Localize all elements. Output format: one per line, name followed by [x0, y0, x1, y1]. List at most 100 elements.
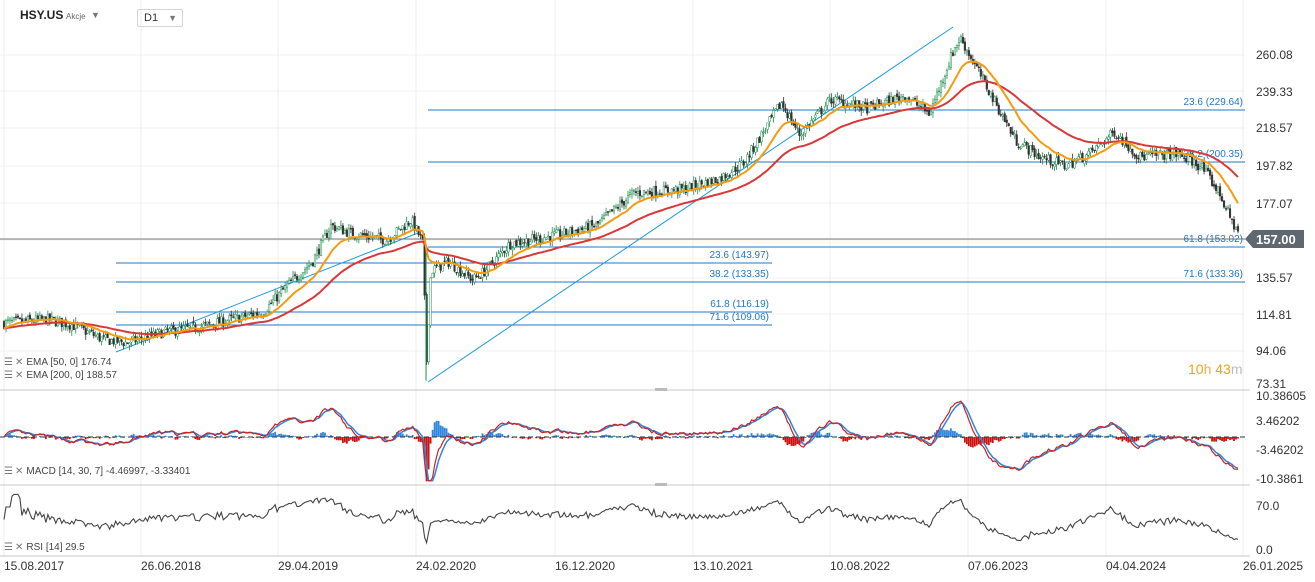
rsi-tick-label: 70.0 — [1256, 499, 1280, 513]
macd-bar — [214, 437, 217, 439]
candle-body — [1109, 129, 1112, 138]
candle-body — [1093, 149, 1096, 152]
candle-body — [959, 36, 962, 42]
settings-icon[interactable]: ☰ — [4, 357, 13, 368]
candle-body — [517, 240, 520, 247]
macd-bar — [1191, 437, 1194, 440]
settings-icon[interactable]: ☰ — [4, 370, 13, 381]
candle-body — [34, 315, 37, 323]
candle-body — [98, 333, 101, 342]
macd-bar — [425, 437, 428, 482]
symbol-dropdown-icon[interactable]: ▼ — [91, 10, 100, 20]
macd-bar — [477, 435, 480, 437]
macd-bar — [932, 434, 934, 437]
macd-bar — [116, 436, 119, 437]
candle-body — [1017, 146, 1020, 149]
close-icon[interactable]: ✕ — [14, 370, 24, 381]
macd-bar — [806, 435, 809, 437]
macd-bar — [954, 431, 956, 437]
candle-body — [933, 99, 937, 103]
candle-body — [188, 325, 191, 328]
candle-body — [547, 235, 550, 237]
macd-bar — [1185, 437, 1188, 440]
candle-body — [519, 239, 522, 245]
macd-bar — [413, 437, 416, 440]
candle-body — [545, 237, 548, 240]
timeframe-select[interactable]: D1 ▼ — [137, 9, 183, 27]
macd-bar — [132, 433, 135, 437]
candle-body — [1232, 219, 1236, 230]
candle-body — [798, 128, 801, 136]
candle-body — [463, 272, 466, 277]
macd-bar — [830, 435, 833, 437]
close-icon[interactable]: ✕ — [14, 357, 24, 368]
close-icon[interactable]: ✕ — [14, 542, 24, 553]
x-tick-label: 26.01.2025 — [1243, 559, 1303, 573]
resize-handle[interactable] — [655, 483, 667, 486]
symbol-name[interactable]: HSY.US — [20, 8, 64, 22]
macd-bar — [567, 437, 570, 439]
candle-body — [268, 304, 271, 312]
candle-body — [84, 328, 87, 335]
candle-body — [1207, 167, 1210, 172]
ema-200-line — [3, 80, 1239, 336]
macd-bar — [1129, 437, 1132, 442]
macd-bar — [491, 433, 494, 437]
candle-body — [2, 321, 6, 329]
trendline[interactable] — [427, 26, 954, 383]
y-tick-label: 197.82 — [1256, 159, 1293, 173]
macd-legend[interactable]: ☰ ✕ MACD [14, 30, 7] -4.46997, -3.33401 — [4, 466, 191, 477]
macd-bar — [999, 437, 1002, 441]
candle-body — [361, 233, 364, 236]
macd-bar — [658, 437, 661, 439]
candle-body — [244, 312, 247, 317]
macd-bar — [300, 437, 302, 440]
macd-bar — [1211, 437, 1213, 442]
candle-body — [1221, 196, 1224, 202]
close-icon[interactable]: ✕ — [14, 466, 24, 477]
settings-icon[interactable]: ☰ — [4, 542, 13, 553]
candle-body — [842, 99, 845, 108]
trendline[interactable] — [115, 232, 419, 353]
macd-bar — [981, 437, 984, 444]
candle-body — [754, 147, 757, 153]
candle-body — [335, 227, 338, 230]
candle-body — [760, 131, 763, 143]
candle-body — [927, 110, 931, 116]
macd-bar — [814, 431, 817, 437]
macd-bar — [431, 429, 434, 437]
settings-icon[interactable]: ☰ — [4, 466, 13, 477]
candle-body — [585, 222, 588, 230]
candle-body — [991, 92, 994, 102]
candle-body — [1021, 144, 1024, 147]
ema-200-legend[interactable]: ☰ ✕ EMA [200, 0] 188.57 — [4, 370, 117, 381]
macd-bar — [1133, 437, 1136, 442]
candle-body — [832, 101, 835, 104]
macd-bar — [1233, 437, 1235, 442]
macd-bar — [808, 434, 811, 437]
fibonacci-right[interactable]: 23.6 (229.64) 38.2 (200.35) 61.8 (153.02… — [428, 97, 1245, 283]
ema-50-legend[interactable]: ☰ ✕ EMA [50, 0] 176.74 — [4, 357, 112, 368]
candle-body — [204, 322, 207, 324]
candle-body — [280, 289, 283, 294]
macd-bar — [501, 434, 504, 437]
macd-bar — [1235, 437, 1237, 440]
macd-bar — [664, 435, 667, 437]
rsi-legend[interactable]: ☰ ✕ RSI [14] 29.5 — [4, 542, 85, 553]
macd-bar — [136, 435, 139, 437]
macd-bar — [102, 436, 105, 437]
x-tick-label: 16.12.2020 — [555, 559, 615, 573]
fibonacci-left[interactable]: 23.6 (143.97) 38.2 (133.35) 61.8 (116.19… — [116, 250, 772, 326]
candle-body — [246, 315, 249, 318]
macd-bar — [995, 437, 998, 441]
resize-handle[interactable] — [655, 388, 667, 391]
candle-body — [740, 160, 743, 163]
candle-body — [826, 98, 829, 106]
macd-bar — [33, 437, 35, 439]
macd-bar — [633, 435, 635, 437]
macd-bar — [820, 434, 823, 437]
candle-body — [786, 111, 789, 119]
macd-bar — [712, 435, 715, 437]
macd-bar — [1125, 437, 1128, 442]
